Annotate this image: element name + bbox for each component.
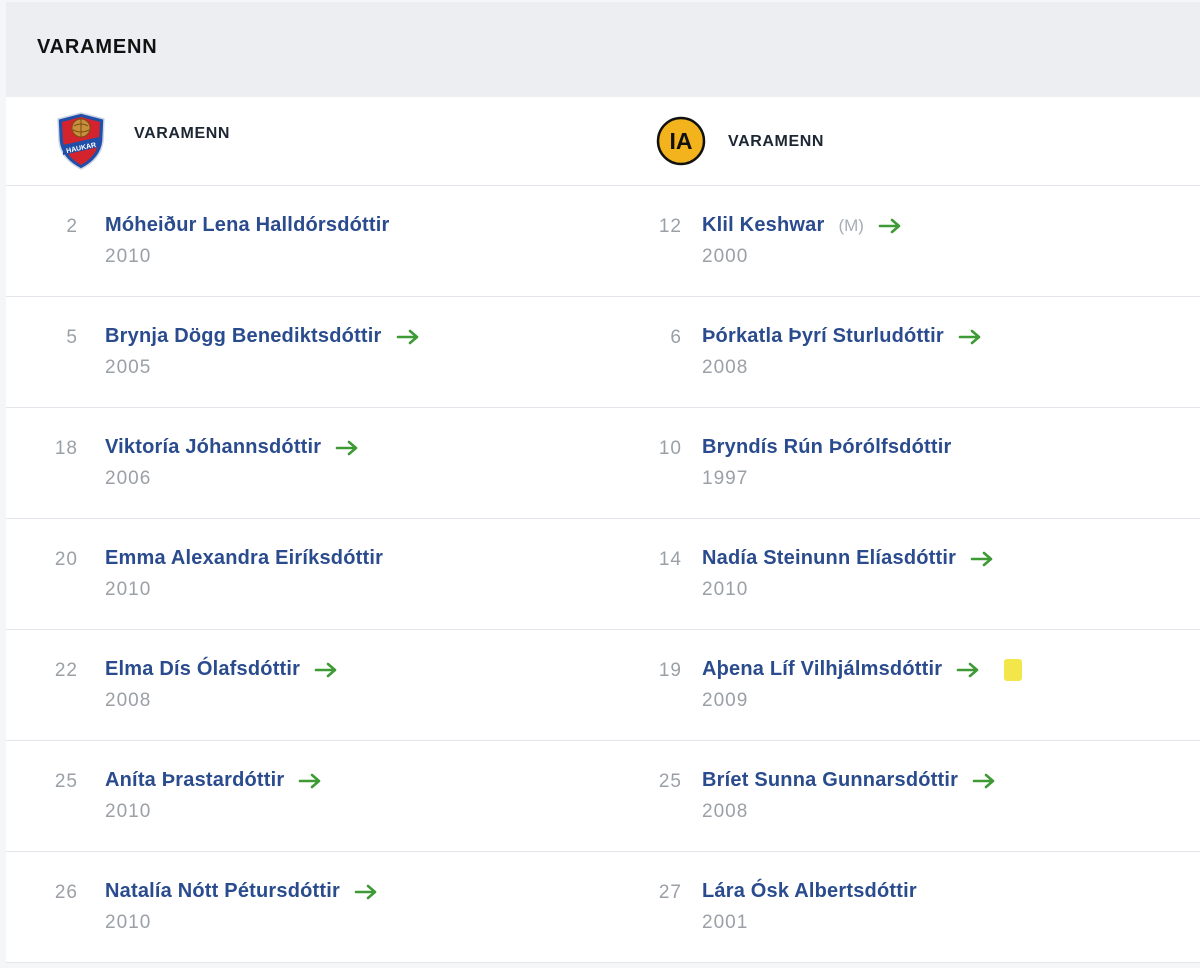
player-name-link[interactable]: Brynja Dögg Benediktsdóttir bbox=[105, 325, 382, 347]
yellow-card-icon bbox=[1004, 658, 1023, 681]
birth-year: 2000 bbox=[702, 246, 749, 267]
substitution-arrow-icon bbox=[298, 773, 324, 789]
panel-title: VARAMENN bbox=[37, 36, 158, 58]
birth-year: 2009 bbox=[702, 690, 749, 711]
birth-year: 2008 bbox=[105, 690, 152, 711]
ia-crest-icon: IA bbox=[656, 116, 706, 166]
substitution-arrow-icon bbox=[396, 329, 422, 345]
birth-year: 2010 bbox=[105, 246, 152, 267]
substitutes-panel: VARAMENN HAUKAR VARAMENN IA VARAMENN 2 Mó… bbox=[6, 2, 1200, 963]
table-row: 20 Emma Alexandra Eiríksdóttir 2010 14 Nadía… bbox=[6, 519, 1200, 630]
birth-year: 2010 bbox=[105, 579, 152, 600]
substitution-arrow-icon bbox=[335, 440, 361, 456]
shirt-number: 25 bbox=[658, 771, 682, 792]
birth-year: 2001 bbox=[702, 912, 749, 933]
player-name-line: Emma Alexandra Eiríksdóttir bbox=[105, 547, 383, 570]
birth-year: 2010 bbox=[702, 579, 749, 600]
birth-year: 2010 bbox=[105, 912, 152, 933]
shirt-number: 14 bbox=[658, 549, 682, 570]
birth-year: 2008 bbox=[702, 801, 749, 822]
table-row: 26 Natalía Nótt Pétursdóttir 2010 27 Lára Ós… bbox=[6, 852, 1200, 963]
player-name-line: Bryndís Rún Þórólfsdóttir bbox=[702, 436, 951, 459]
player-name-link[interactable]: Lára Ósk Albertsdóttir bbox=[702, 880, 917, 902]
player-name-link[interactable]: Aþena Líf Vilhjálmsdóttir bbox=[702, 658, 943, 680]
player-name-line: Brynja Dögg Benediktsdóttir bbox=[105, 325, 422, 348]
shirt-number: 6 bbox=[670, 327, 682, 348]
player-name-link[interactable]: Klil Keshwar bbox=[702, 214, 825, 236]
shirt-number: 20 bbox=[54, 549, 78, 570]
shirt-number: 22 bbox=[54, 660, 78, 681]
shirt-number: 12 bbox=[658, 216, 682, 237]
shirt-number: 5 bbox=[66, 327, 78, 348]
shirt-number: 10 bbox=[658, 438, 682, 459]
player-name-line: Elma Dís Ólafsdóttir bbox=[105, 658, 340, 681]
away-team-header: IA VARAMENN bbox=[656, 97, 824, 185]
player-name-line: Natalía Nótt Pétursdóttir bbox=[105, 880, 380, 903]
player-name-link[interactable]: Móheiður Lena Halldórsdóttir bbox=[105, 214, 390, 236]
player-name-link[interactable]: Viktoría Jóhannsdóttir bbox=[105, 436, 322, 458]
shirt-number: 26 bbox=[54, 882, 78, 903]
shirt-number: 2 bbox=[66, 216, 78, 237]
substitution-arrow-icon bbox=[972, 773, 998, 789]
birth-year: 2008 bbox=[702, 357, 749, 378]
player-name-line: Móheiður Lena Halldórsdóttir bbox=[105, 214, 390, 237]
shirt-number: 25 bbox=[54, 771, 78, 792]
shirt-number: 27 bbox=[658, 882, 682, 903]
player-role: (M) bbox=[838, 215, 864, 235]
birth-year: 2006 bbox=[105, 468, 152, 489]
birth-year: 2005 bbox=[105, 357, 152, 378]
substitution-arrow-icon bbox=[958, 329, 984, 345]
substitution-arrow-icon bbox=[956, 662, 982, 678]
player-name-link[interactable]: Aníta Þrastardóttir bbox=[105, 769, 285, 791]
player-name-line: Aníta Þrastardóttir bbox=[105, 769, 324, 792]
table-row: 2 Móheiður Lena Halldórsdóttir 2010 12 Klil … bbox=[6, 186, 1200, 297]
player-name-link[interactable]: Bríet Sunna Gunnarsdóttir bbox=[702, 769, 959, 791]
birth-year: 2010 bbox=[105, 801, 152, 822]
player-name-link[interactable]: Þórkatla Þyrí Sturludóttir bbox=[702, 325, 944, 347]
table-row: 5 Brynja Dögg Benediktsdóttir 2005 6 Þórkatl… bbox=[6, 297, 1200, 408]
player-name-link[interactable]: Natalía Nótt Pétursdóttir bbox=[105, 880, 341, 902]
teams-header-row: HAUKAR VARAMENN IA VARAMENN bbox=[6, 97, 1200, 186]
substitution-arrow-icon bbox=[314, 662, 340, 678]
substitutes-list: 2 Móheiður Lena Halldórsdóttir 2010 12 Klil … bbox=[6, 186, 1200, 963]
table-row: 22 Elma Dís Ólafsdóttir 2008 19 Aþena Líf Vi… bbox=[6, 630, 1200, 741]
player-name-link[interactable]: Bryndís Rún Þórólfsdóttir bbox=[702, 436, 952, 458]
table-row: 25 Aníta Þrastardóttir 2010 25 Bríet Sunna G… bbox=[6, 741, 1200, 852]
player-name-line: Klil Keshwar (M) bbox=[702, 214, 904, 237]
player-name-line: Aþena Líf Vilhjálmsdóttir bbox=[702, 658, 1023, 681]
shirt-number: 19 bbox=[658, 660, 682, 681]
player-name-link[interactable]: Elma Dís Ólafsdóttir bbox=[105, 658, 301, 680]
away-team-label: VARAMENN bbox=[728, 133, 825, 150]
substitution-arrow-icon bbox=[354, 884, 380, 900]
panel-header: VARAMENN bbox=[6, 2, 1200, 97]
player-name-line: Nadía Steinunn Elíasdóttir bbox=[702, 547, 996, 570]
birth-year: 1997 bbox=[702, 468, 749, 489]
player-name-line: Bríet Sunna Gunnarsdóttir bbox=[702, 769, 998, 792]
player-name-line: Þórkatla Þyrí Sturludóttir bbox=[702, 325, 984, 348]
player-name-line: Lára Ósk Albertsdóttir bbox=[702, 880, 917, 903]
home-team-label: VARAMENN bbox=[134, 125, 231, 142]
shirt-number: 18 bbox=[54, 438, 78, 459]
player-name-link[interactable]: Nadía Steinunn Elíasdóttir bbox=[702, 547, 957, 569]
player-name-line: Viktoría Jóhannsdóttir bbox=[105, 436, 361, 459]
substitution-arrow-icon bbox=[878, 218, 904, 234]
player-name-link[interactable]: Emma Alexandra Eiríksdóttir bbox=[105, 547, 384, 569]
substitution-arrow-icon bbox=[970, 551, 996, 567]
table-row: 18 Viktoría Jóhannsdóttir 2006 10 Bryndís Rú… bbox=[6, 408, 1200, 519]
svg-text:IA: IA bbox=[670, 128, 693, 154]
haukar-crest-icon: HAUKAR bbox=[57, 112, 105, 170]
home-team-header: HAUKAR VARAMENN bbox=[54, 97, 230, 185]
